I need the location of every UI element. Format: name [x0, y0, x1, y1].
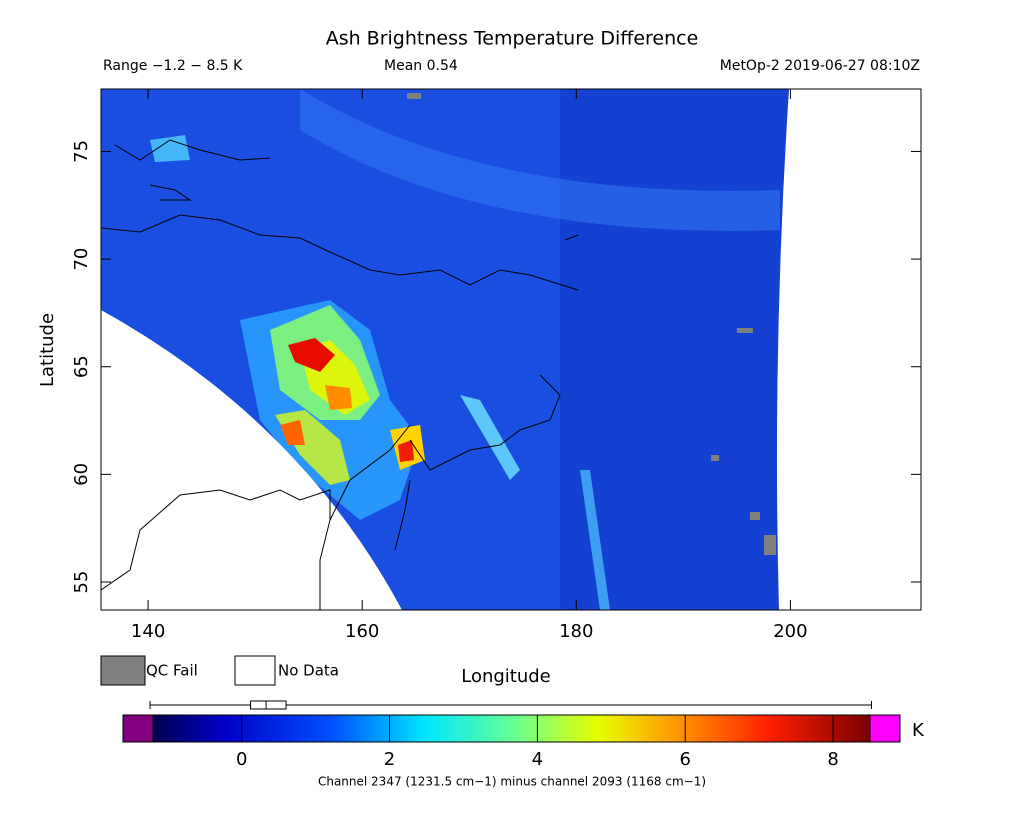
- plume: [460, 395, 520, 480]
- qc-fail-pixel: [737, 328, 753, 333]
- legend-label: QC Fail: [146, 662, 198, 680]
- plume: [325, 385, 352, 410]
- x-tick-label: 160: [345, 621, 379, 642]
- colorbar-unit: K: [912, 720, 925, 741]
- source-text: MetOp-2 2019-06-27 08:10Z: [720, 58, 920, 74]
- x-tick-label: 140: [131, 621, 165, 642]
- colorbar-tick-label: 8: [827, 749, 838, 770]
- colorbar-under: [122, 714, 154, 743]
- colorbar-tick-label: 6: [679, 749, 690, 770]
- no-data-region: [776, 89, 921, 610]
- chart-title: Ash Brightness Temperature Difference: [326, 28, 699, 50]
- coastlines: [101, 139, 579, 610]
- colorbar-tick-label: 4: [532, 749, 543, 770]
- map-field: [101, 89, 921, 610]
- colorbar-over: [869, 714, 901, 743]
- field-band: [300, 89, 780, 231]
- y-axis-label: Latitude: [37, 313, 58, 387]
- qc-fail-pixel: [764, 535, 776, 555]
- plume: [288, 338, 335, 372]
- y-tick-label: 55: [71, 571, 92, 594]
- x-axis-label: Longitude: [461, 666, 551, 687]
- plume: [398, 440, 414, 462]
- range-text: Range −1.2 − 8.5 K: [103, 58, 243, 74]
- mean-text: Mean 0.54: [384, 58, 458, 74]
- colorbar-tick-label: 0: [236, 749, 247, 770]
- legend-label: No Data: [278, 662, 339, 680]
- qc-fail-pixel: [711, 455, 719, 461]
- plume: [580, 470, 610, 610]
- colorbar-tick-label: 2: [384, 749, 395, 770]
- plume: [150, 135, 190, 162]
- legend-swatch: [100, 655, 146, 686]
- colorbar-label: Channel 2347 (1231.5 cm−1) minus channel…: [318, 775, 706, 789]
- y-tick-label: 65: [71, 355, 92, 378]
- x-tick-label: 200: [773, 621, 807, 642]
- plot-frame: [100, 88, 922, 611]
- qc-fail-pixel: [750, 512, 760, 520]
- qc-fail-pixel: [407, 93, 421, 99]
- colorbar: [152, 714, 871, 743]
- field-shade: [560, 89, 790, 610]
- legend-swatch: [234, 655, 276, 686]
- x-tick-label: 180: [559, 621, 593, 642]
- plume: [280, 420, 305, 445]
- boxplot-box: [250, 700, 287, 710]
- y-tick-label: 60: [71, 463, 92, 486]
- y-tick-label: 75: [71, 140, 92, 163]
- y-tick-label: 70: [71, 248, 92, 271]
